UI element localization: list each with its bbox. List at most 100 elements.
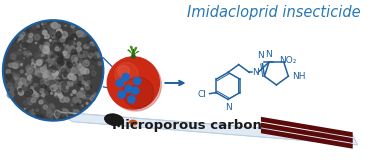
Circle shape xyxy=(71,41,74,44)
Circle shape xyxy=(42,82,45,85)
Circle shape xyxy=(20,89,23,92)
Circle shape xyxy=(49,64,51,66)
Circle shape xyxy=(89,88,90,89)
Circle shape xyxy=(78,70,79,71)
Circle shape xyxy=(34,77,40,82)
Circle shape xyxy=(53,43,60,49)
Circle shape xyxy=(44,80,49,85)
Circle shape xyxy=(32,63,33,64)
Circle shape xyxy=(17,74,20,77)
Circle shape xyxy=(61,63,64,66)
Circle shape xyxy=(45,34,50,39)
Circle shape xyxy=(60,96,66,102)
Circle shape xyxy=(59,58,61,59)
Text: N: N xyxy=(252,68,259,77)
Circle shape xyxy=(94,93,97,96)
Circle shape xyxy=(61,68,67,74)
Circle shape xyxy=(47,71,52,76)
Circle shape xyxy=(50,72,53,75)
Circle shape xyxy=(56,96,57,98)
Circle shape xyxy=(37,73,39,76)
Circle shape xyxy=(53,70,54,71)
Circle shape xyxy=(71,94,73,96)
Circle shape xyxy=(34,34,40,40)
Circle shape xyxy=(36,98,37,99)
Circle shape xyxy=(66,62,72,67)
Circle shape xyxy=(78,50,83,55)
Circle shape xyxy=(72,81,75,84)
Circle shape xyxy=(36,82,38,85)
Circle shape xyxy=(33,57,39,63)
Circle shape xyxy=(39,101,41,104)
Circle shape xyxy=(65,54,70,58)
Circle shape xyxy=(13,62,19,68)
Circle shape xyxy=(57,67,58,68)
Circle shape xyxy=(60,67,67,73)
Circle shape xyxy=(62,79,64,81)
Circle shape xyxy=(50,66,57,72)
Circle shape xyxy=(53,89,59,95)
Circle shape xyxy=(69,83,73,87)
Circle shape xyxy=(48,61,50,62)
Circle shape xyxy=(52,22,58,29)
Circle shape xyxy=(49,108,54,114)
Circle shape xyxy=(60,63,63,66)
Circle shape xyxy=(10,87,14,91)
Circle shape xyxy=(54,37,56,40)
Circle shape xyxy=(53,42,55,44)
Circle shape xyxy=(39,58,42,61)
Circle shape xyxy=(41,95,42,96)
Circle shape xyxy=(42,48,45,51)
Circle shape xyxy=(54,84,56,86)
Circle shape xyxy=(46,59,51,65)
Circle shape xyxy=(62,70,64,72)
Circle shape xyxy=(27,30,29,32)
Circle shape xyxy=(40,72,42,74)
Circle shape xyxy=(41,99,46,103)
Circle shape xyxy=(128,96,135,103)
Circle shape xyxy=(54,80,56,81)
Circle shape xyxy=(15,79,19,83)
Circle shape xyxy=(49,63,53,66)
Circle shape xyxy=(47,73,51,77)
Circle shape xyxy=(133,77,141,85)
Circle shape xyxy=(52,92,54,95)
Circle shape xyxy=(55,69,56,70)
Circle shape xyxy=(59,45,60,46)
Circle shape xyxy=(70,61,77,68)
Circle shape xyxy=(60,37,65,42)
Circle shape xyxy=(66,81,71,85)
Circle shape xyxy=(57,24,60,28)
Circle shape xyxy=(84,45,87,49)
Circle shape xyxy=(17,87,22,91)
Circle shape xyxy=(77,69,84,75)
Circle shape xyxy=(71,104,73,106)
Text: Imidacloprid insecticide: Imidacloprid insecticide xyxy=(187,5,360,20)
Circle shape xyxy=(26,90,31,96)
Circle shape xyxy=(62,74,67,79)
Circle shape xyxy=(19,36,20,37)
Circle shape xyxy=(34,83,37,86)
Circle shape xyxy=(32,91,37,97)
Circle shape xyxy=(50,70,53,73)
Circle shape xyxy=(51,85,57,91)
Circle shape xyxy=(59,85,65,91)
Circle shape xyxy=(31,86,34,89)
Circle shape xyxy=(87,44,92,49)
Circle shape xyxy=(43,66,46,70)
Circle shape xyxy=(56,69,59,72)
Circle shape xyxy=(51,69,57,76)
Circle shape xyxy=(61,66,67,71)
Circle shape xyxy=(15,40,20,44)
Circle shape xyxy=(35,53,40,59)
Circle shape xyxy=(51,92,53,94)
Circle shape xyxy=(70,54,74,58)
Circle shape xyxy=(78,52,84,58)
Circle shape xyxy=(40,80,44,84)
Circle shape xyxy=(77,92,82,98)
Circle shape xyxy=(73,28,77,33)
Circle shape xyxy=(44,22,46,25)
Circle shape xyxy=(28,101,32,105)
Circle shape xyxy=(90,52,91,53)
Circle shape xyxy=(63,51,67,55)
